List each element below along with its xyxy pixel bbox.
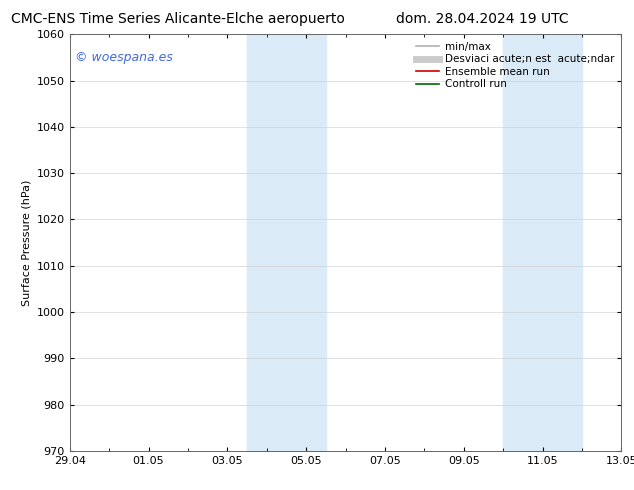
Y-axis label: Surface Pressure (hPa): Surface Pressure (hPa) <box>21 179 31 306</box>
Bar <box>503 34 582 451</box>
Text: © woespana.es: © woespana.es <box>75 51 173 64</box>
Legend: min/max, Desviaci acute;n est  acute;ndar, Ensemble mean run, Controll run: min/max, Desviaci acute;n est acute;ndar… <box>415 40 616 92</box>
Text: CMC-ENS Time Series Alicante-Elche aeropuerto: CMC-ENS Time Series Alicante-Elche aerop… <box>11 12 344 26</box>
Bar <box>247 34 326 451</box>
Text: dom. 28.04.2024 19 UTC: dom. 28.04.2024 19 UTC <box>396 12 568 26</box>
